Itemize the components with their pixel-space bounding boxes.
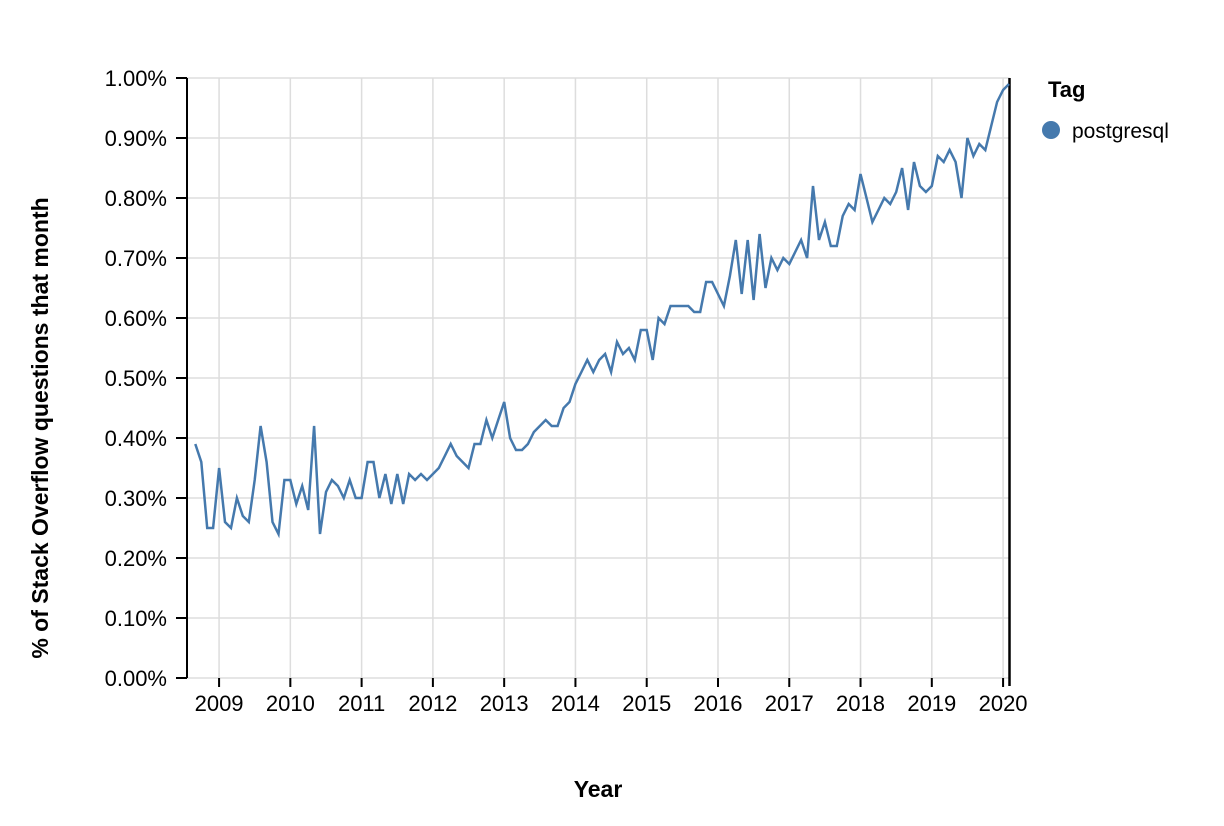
x-tick-label: 2016 (694, 691, 743, 716)
gridlines (187, 77, 1010, 679)
x-axis-title: Year (574, 776, 623, 802)
y-tick-label: 1.00% (105, 66, 167, 91)
x-tick-label: 2015 (622, 691, 671, 716)
legend-title: Tag (1048, 77, 1085, 102)
x-axis: 2009 2010 2011 2012 2013 2014 2015 2016 2017 2018… (195, 678, 1028, 716)
y-tick-label: 0.90% (105, 126, 167, 151)
y-axis-title: % of Stack Overflow questions that month (27, 197, 53, 658)
x-tick-label: 2018 (836, 691, 885, 716)
y-tick-label: 0.50% (105, 366, 167, 391)
legend: Tag postgresql (1042, 77, 1169, 143)
y-tick-label: 0.60% (105, 306, 167, 331)
plot-area[interactable] (187, 78, 1009, 678)
y-tick-label: 0.30% (105, 486, 167, 511)
x-tick-label: 2013 (480, 691, 529, 716)
x-tick-label: 2020 (979, 691, 1028, 716)
legend-entry: postgresql (1042, 120, 1169, 143)
x-tick-label: 2019 (907, 691, 956, 716)
trend-line (194, 83, 1010, 539)
y-tick-label: 0.20% (105, 546, 167, 571)
y-tick-label: 0.10% (105, 606, 167, 631)
x-tick-label: 2009 (195, 691, 244, 716)
x-tick-label: 2012 (408, 691, 457, 716)
y-tick-label: 0.80% (105, 186, 167, 211)
x-tick-label: 2017 (765, 691, 814, 716)
y-axis: 0.00% 0.10% 0.20% 0.30% 0.40% 0.50% 0.60% 0.70%… (105, 66, 188, 691)
y-tick-label: 0.40% (105, 426, 167, 451)
x-tick-label: 2014 (551, 691, 600, 716)
x-tick-label: 2011 (338, 691, 385, 716)
legend-entry-label: postgresql (1072, 120, 1169, 143)
y-tick-label: 0.70% (105, 246, 167, 271)
legend-swatch-icon (1042, 121, 1060, 139)
x-tick-label: 2010 (266, 691, 315, 716)
y-tick-label: 0.00% (105, 666, 167, 691)
